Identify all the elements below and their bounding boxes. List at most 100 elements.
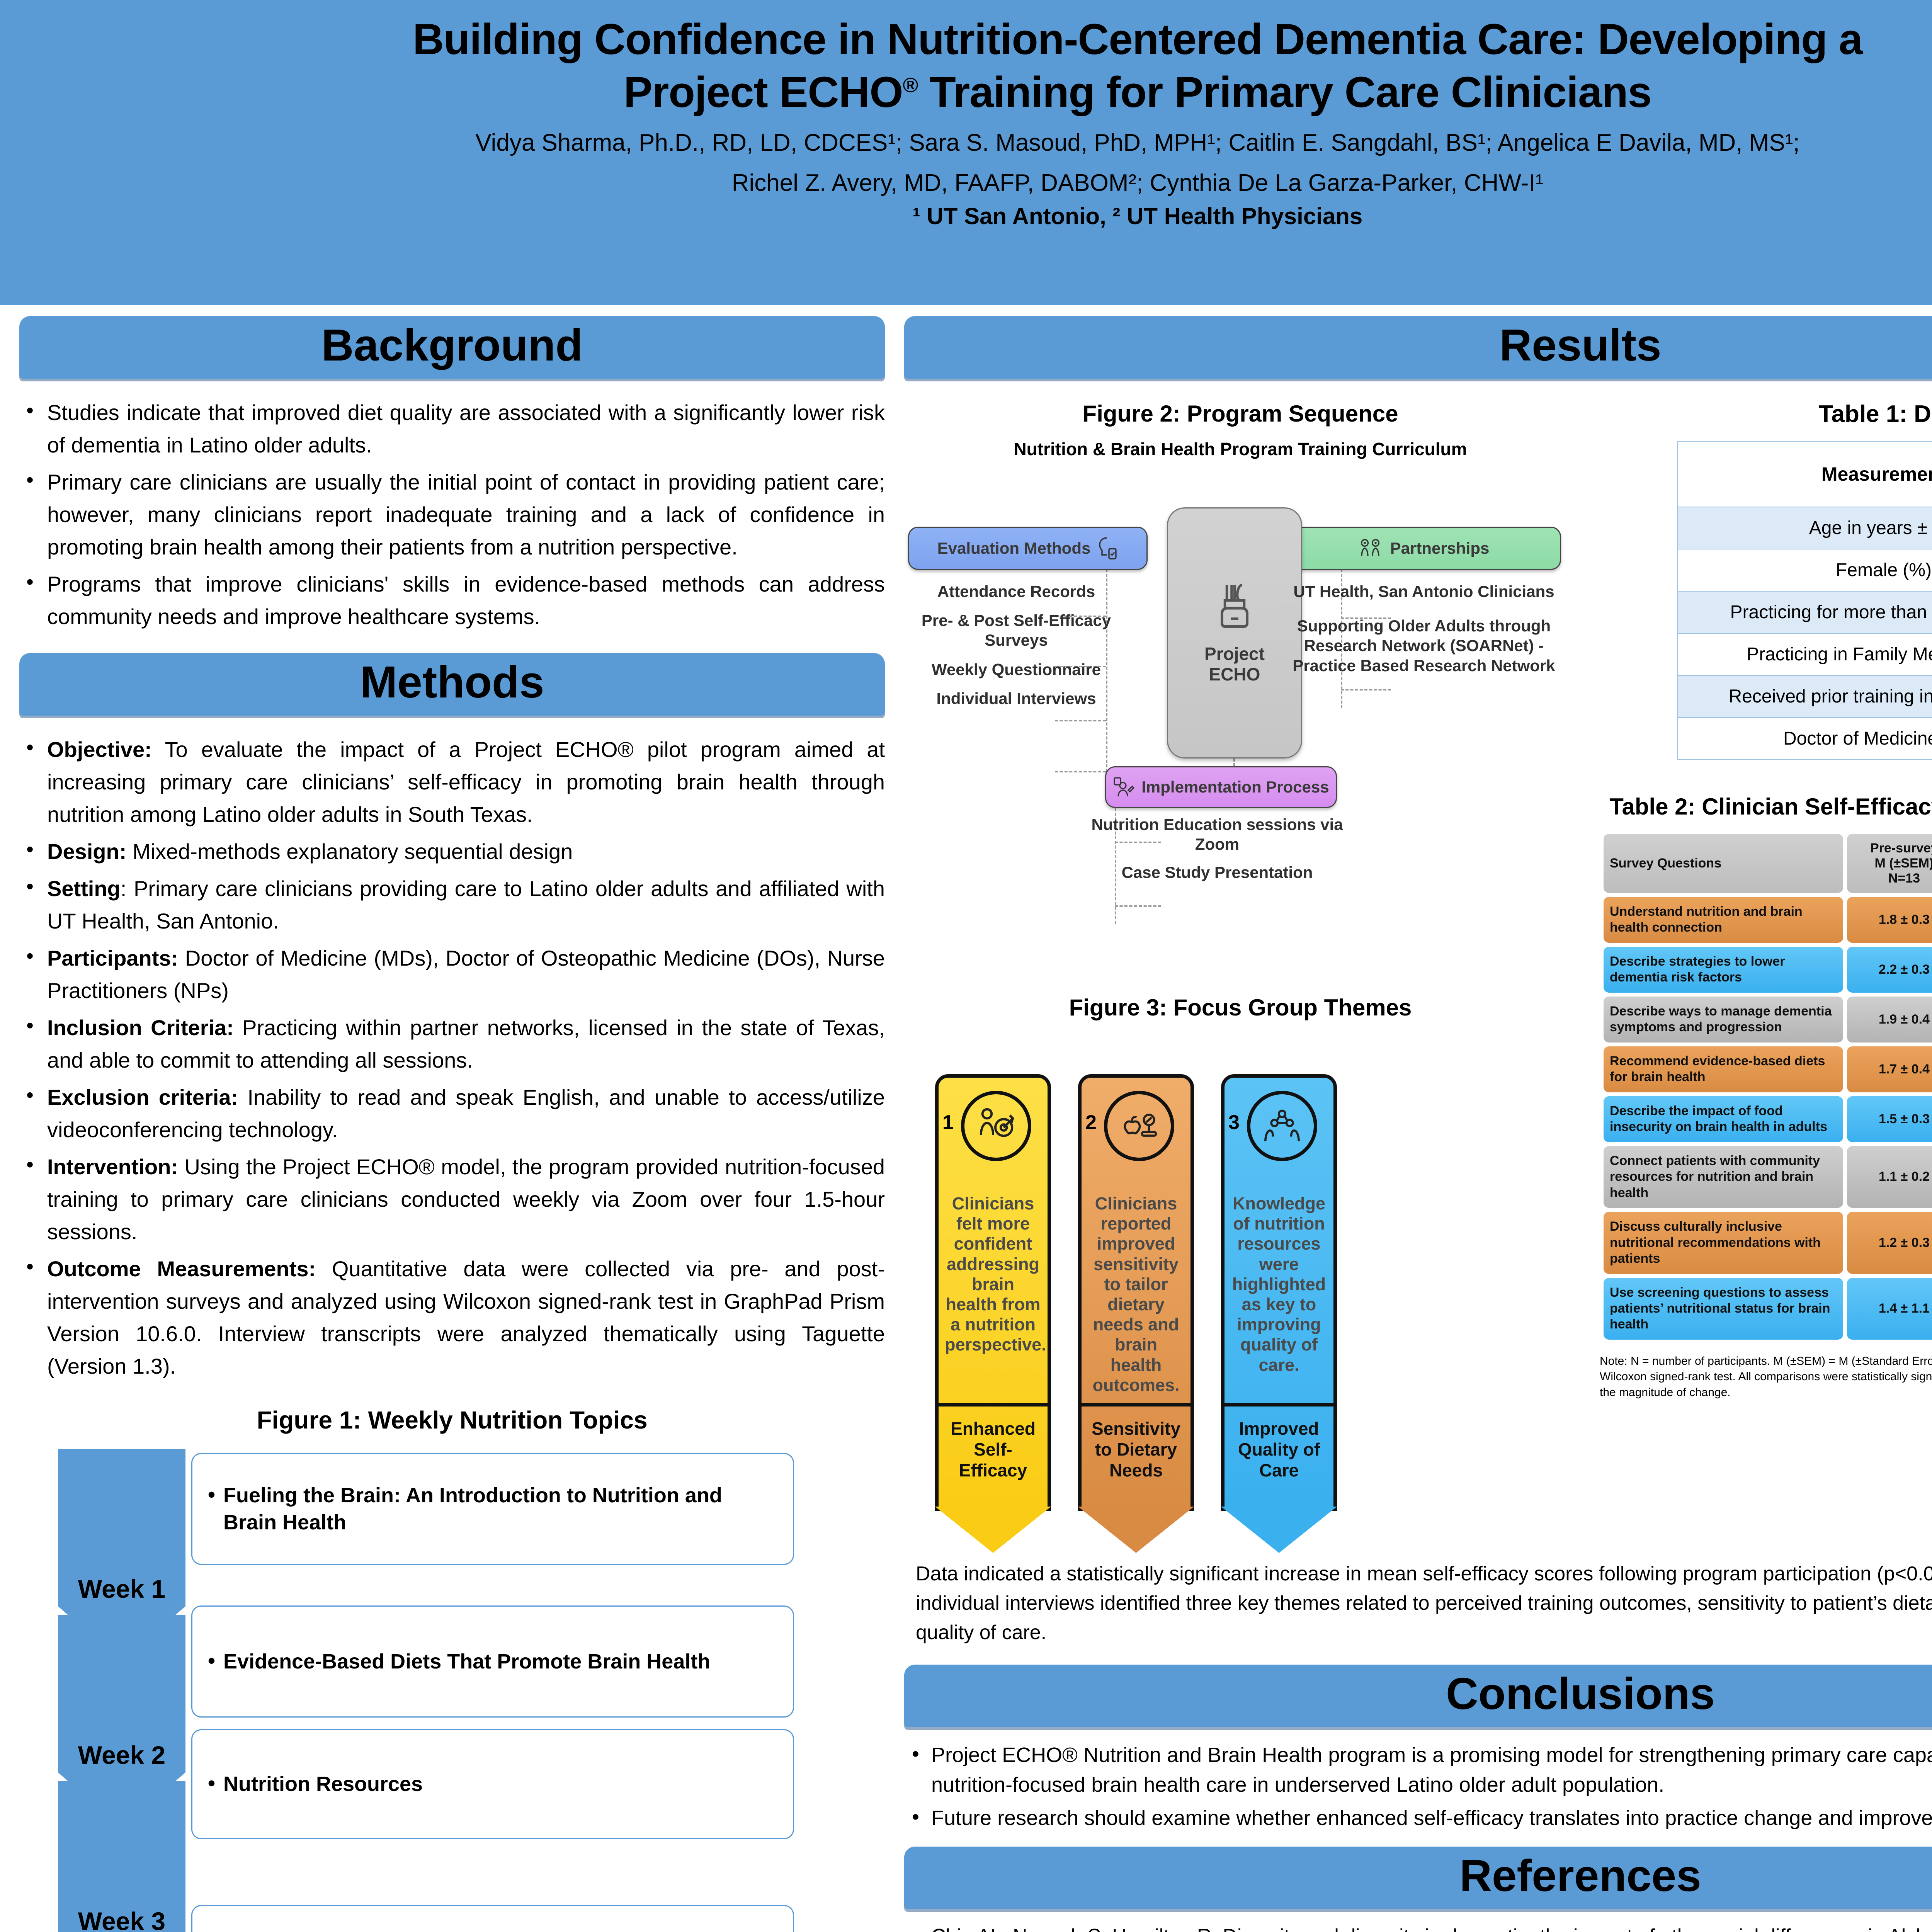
theme-number: 2	[1085, 1111, 1097, 1134]
methods-text: Mixed-methods explanatory sequential des…	[126, 839, 573, 864]
list-item: Supporting Older Adults through Research…	[1293, 617, 1555, 675]
methods-text: Practicing within partner networks, lice…	[47, 1015, 885, 1072]
column-header-measurement: Measurement	[1677, 441, 1932, 507]
table-row: Understand nutrition and brain health co…	[1604, 897, 1932, 943]
list-item: Future research should examine whether e…	[904, 1802, 1932, 1833]
table-row: Describe strategies to lower dementia ri…	[1604, 946, 1932, 993]
figure3-theme-1: 1 Clinicians felt more confident address…	[935, 1074, 1051, 1553]
cell-question: Recommend evidence-based diets for brain…	[1604, 1046, 1843, 1092]
figure2-evaluation-items: Attendance Records Pre- & Post Self-Effi…	[896, 582, 1136, 718]
poster-title-line2: Project ECHO® Training for Primary Care …	[116, 66, 1932, 119]
figure1-caption: Figure 1: Weekly Nutrition Topics	[257, 1406, 648, 1434]
theme-number: 1	[942, 1111, 954, 1134]
banner-tail	[1221, 1507, 1337, 1553]
methods-label: Inclusion Criteria:	[47, 1015, 234, 1040]
theme-body: Clinicians reported improved sensitivity…	[1092, 1194, 1180, 1395]
table2-title: Table 2: Clinician Self-Efficacy Pre- & …	[1609, 794, 1932, 820]
theme-icon-wrap	[1104, 1091, 1174, 1161]
methods-text: Quantitative data were collected via pre…	[47, 1257, 885, 1378]
results-paragraph: Data indicated a statistically significa…	[916, 1563, 1932, 1644]
table-row: Connect patients with community resource…	[1604, 1146, 1932, 1208]
figure2-partnership-items: UT Health, San Antonio Clinicians Suppor…	[1283, 582, 1565, 690]
table-row: Practicing for more than 10 years (%)62%	[1677, 591, 1932, 634]
figure1-topic-week2: Evidence-Based Diets That Promote Brain …	[191, 1605, 794, 1718]
cell-measurement: Received prior training in nutrition (%)	[1677, 675, 1932, 718]
cell-measurement: Female (%)	[1677, 549, 1932, 592]
methods-text: Doctor of Medicine (MDs), Doctor of Oste…	[47, 946, 885, 1003]
cell-pre: 1.9 ± 0.4	[1847, 996, 1932, 1043]
figure1-chevron-week3: Week 3	[58, 1781, 185, 1932]
conclusions-bullets: Project ECHO® Nutrition and Brain Health…	[904, 1739, 1932, 1833]
list-item: Chin AL, Negash S, Hamilton R. Diversity…	[904, 1921, 1932, 1932]
methods-label: Intervention:	[47, 1155, 179, 1179]
list-item: Intervention: Using the Project ECHO® mo…	[19, 1149, 885, 1248]
banner-tail	[935, 1507, 1051, 1553]
section-header-background: Background	[19, 316, 885, 379]
partnerships-label: Partnerships	[1390, 539, 1490, 557]
cell-measurement: Doctor of Medicine (MD)	[1677, 717, 1932, 760]
methods-text: To evaluate the impact of a Project ECHO…	[47, 737, 885, 827]
banner-tail	[1078, 1507, 1194, 1553]
methods-label: Design:	[47, 839, 127, 864]
list-item: Primary care clinicians are usually the …	[19, 464, 885, 563]
authors-line-1: Vidya Sharma, Ph.D., RD, LD, CDCES¹; Sar…	[475, 129, 1800, 156]
results-column: Results Figure 2: Program Sequence Nutri…	[904, 316, 1932, 1932]
list-item: Objective: To evaluate the impact of a P…	[19, 732, 885, 831]
figure1-topic-week1: Fueling the Brain: An Introduction to Nu…	[191, 1453, 794, 1565]
theme-label: Improved Quality of Care	[1225, 1403, 1333, 1507]
figure2-node-partnerships[interactable]: Partnerships	[1287, 527, 1561, 570]
theme-label: Enhanced Self-Efficacy	[939, 1403, 1048, 1507]
methods-text: : Primary care clinicians providing care…	[47, 876, 885, 933]
confidence-target-icon	[980, 1108, 1014, 1137]
list-item: Case Study Presentation	[1121, 863, 1313, 882]
figure2-node-evaluation-methods[interactable]: Evaluation Methods	[908, 527, 1148, 570]
methods-label: Exclusion criteria:	[47, 1085, 238, 1109]
section-header-results: Results	[904, 316, 1932, 379]
title-rest: Training for Primary Care Clinicians	[918, 68, 1652, 116]
authors-line-2: Richel Z. Avery, MD, FAAFP, DABOM²; Cynt…	[731, 170, 1544, 197]
figure2-node-implementation-process[interactable]: Implementation Process	[1105, 766, 1337, 808]
figure3-theme-2: 2 Clinicians reported improved sensitivi…	[1078, 1074, 1194, 1553]
table-row: Use screening questions to assess patien…	[1604, 1277, 1932, 1340]
table-row: Describe the impact of food insecurity o…	[1604, 1096, 1932, 1142]
section-header-methods: Methods	[19, 653, 885, 716]
table-row: Describe ways to manage dementia symptom…	[1604, 996, 1932, 1043]
section-header-references: References	[904, 1846, 1932, 1909]
table2-note: Note: N = number of participants. M (±SE…	[1600, 1354, 1932, 1399]
methods-label: Participants:	[47, 946, 179, 970]
poster-title: Building Confidence in Nutrition-Centere…	[116, 13, 1932, 119]
list-item: Outcome Measurements: Quantitative data …	[19, 1251, 885, 1383]
table-row: Recommend evidence-based diets for brain…	[1604, 1046, 1932, 1092]
table-row: Discuss culturally inclusive nutritional…	[1604, 1212, 1932, 1274]
theme-label: Sensitivity to Dietary Needs	[1082, 1403, 1190, 1507]
apple-scale-icon	[1124, 1114, 1157, 1137]
cell-question: Understand nutrition and brain health co…	[1604, 897, 1843, 943]
project-echo-line2: ECHO	[1209, 664, 1260, 684]
cell-pre: 2.2 ± 0.3	[1847, 946, 1932, 993]
caring-hands-network-icon	[1264, 1109, 1300, 1141]
cell-measurement: Age in years ± SD	[1677, 507, 1932, 549]
list-item: Setting: Primary care clinicians providi…	[19, 871, 885, 937]
figure3-caption: Figure 3: Focus Group Themes	[1069, 995, 1412, 1020]
cell-pre: 1.1 ± 0.2	[1847, 1146, 1932, 1208]
figure2-center-project-echo: Project ECHO	[1167, 507, 1302, 759]
ref-pre: Chin AL, Negash S, Hamilton R. Diversity…	[931, 1925, 1932, 1932]
figure3-theme-3: 3 Knowledge of nutrition resources were …	[1221, 1074, 1337, 1553]
methods-bullets: Objective: To evaluate the impact of a P…	[19, 732, 885, 1383]
left-column: Background Studies indicate that improve…	[19, 316, 885, 1932]
cell-question: Connect patients with community resource…	[1604, 1146, 1843, 1208]
poster-title-banner: Building Confidence in Nutrition-Centere…	[0, 0, 1932, 305]
cell-pre: 1.8 ± 0.3	[1847, 897, 1932, 943]
cell-pre: 1.7 ± 0.4	[1847, 1046, 1932, 1092]
figure2-implementation-items: Nutrition Education sessions via Zoom Ca…	[1086, 815, 1349, 891]
cell-question: Describe strategies to lower dementia ri…	[1604, 946, 1843, 993]
figure3-themes: 1 Clinicians felt more confident address…	[927, 1043, 1468, 1553]
topic-text: Fueling the Brain: An Introduction to Nu…	[208, 1481, 780, 1536]
cell-pre: 1.5 ± 0.3	[1847, 1096, 1932, 1142]
table-header-row: Measurement Enrolled (N=13)	[1677, 441, 1932, 507]
implementation-process-label: Implementation Process	[1141, 778, 1329, 796]
theme-icon-wrap	[961, 1091, 1031, 1161]
list-item: Inclusion Criteria: Practicing within pa…	[19, 1010, 885, 1077]
topic-text: Evidence-Based Diets That Promote Brain …	[208, 1647, 710, 1675]
list-item: Attendance Records	[937, 582, 1095, 600]
